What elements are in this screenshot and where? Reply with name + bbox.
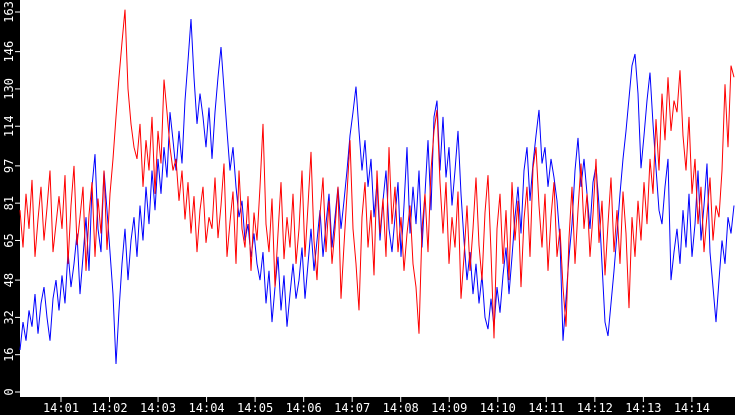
y-tick-label: 81 bbox=[2, 196, 16, 210]
x-tick-label: 14:11 bbox=[528, 401, 564, 415]
red-series-line bbox=[19, 9, 735, 339]
x-tick-label: 14:02 bbox=[91, 401, 127, 415]
y-axis: 0 16 32 48 65 81 97 114 130 146 163 bbox=[2, 1, 21, 396]
x-tick-label: 14:05 bbox=[237, 401, 273, 415]
x-tick-label: 14:10 bbox=[480, 401, 516, 415]
y-tick-label: 48 bbox=[2, 273, 16, 287]
x-tick-label: 14:06 bbox=[286, 401, 322, 415]
y-tick-label: 65 bbox=[2, 233, 16, 247]
y-tick-label: 163 bbox=[2, 1, 16, 23]
x-tick-label: 14:13 bbox=[625, 401, 661, 415]
x-tick-label: 14:04 bbox=[189, 401, 225, 415]
y-tick-label: 97 bbox=[2, 159, 16, 173]
y-tick-label: 114 bbox=[2, 115, 16, 137]
x-axis: 14:01 14:02 14:03 14:04 14:05 14:06 14:07 14:08… bbox=[43, 397, 710, 415]
y-tick-label: 146 bbox=[2, 41, 16, 63]
y-tick-label: 32 bbox=[2, 310, 16, 324]
y-tick-label: 0 bbox=[2, 388, 16, 395]
y-tick-label: 16 bbox=[2, 347, 16, 361]
x-tick-label: 14:09 bbox=[431, 401, 467, 415]
y-tick-label: 130 bbox=[2, 78, 16, 100]
x-tick-label: 14:01 bbox=[43, 401, 79, 415]
x-tick-label: 14:12 bbox=[577, 401, 613, 415]
x-tick-label: 14:03 bbox=[140, 401, 176, 415]
x-tick-label: 14:08 bbox=[383, 401, 419, 415]
x-tick-label: 14:14 bbox=[674, 401, 710, 415]
x-tick-label: 14:07 bbox=[334, 401, 370, 415]
